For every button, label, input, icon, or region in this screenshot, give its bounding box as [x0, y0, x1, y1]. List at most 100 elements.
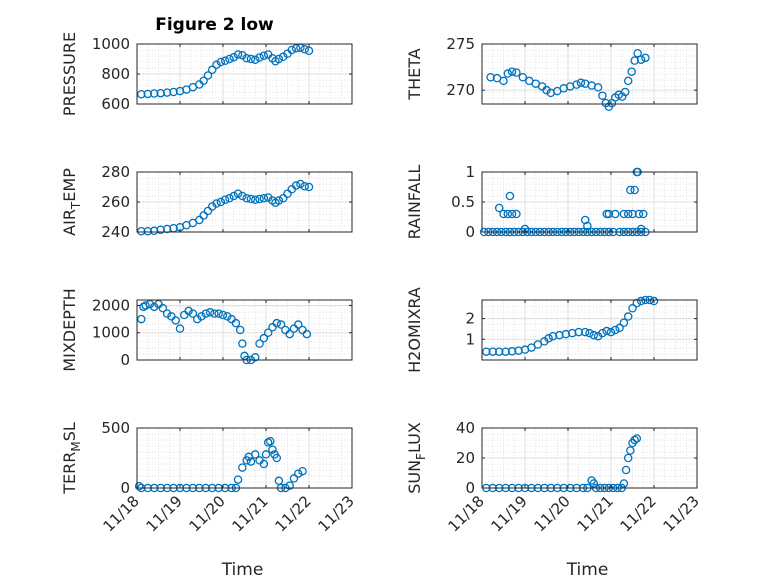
- data-point: [544, 334, 553, 343]
- data-point: [192, 314, 202, 324]
- data-point: [494, 203, 504, 213]
- data-point: [250, 55, 260, 65]
- data-point: [250, 195, 260, 204]
- data-point: [255, 53, 264, 62]
- data-point: [486, 72, 495, 82]
- data-point: [494, 347, 504, 356]
- data-point: [615, 323, 624, 333]
- data-point: [156, 225, 165, 234]
- y-axis-label: TERRMSL: [60, 422, 83, 495]
- x-tick-label: 11/20: [531, 492, 574, 535]
- data-point: [602, 326, 611, 336]
- y-tick-label: 500: [101, 419, 130, 437]
- data-point: [606, 327, 616, 337]
- data-point: [636, 224, 646, 234]
- x-axis-label: Time: [566, 560, 609, 580]
- y-tick-label: 240: [101, 223, 130, 241]
- data-point: [576, 78, 586, 88]
- data-point: [203, 71, 213, 80]
- y-tick-label: 275: [446, 35, 475, 53]
- data-point: [259, 459, 269, 469]
- axes-box: [136, 427, 353, 489]
- data-point: [641, 53, 650, 63]
- series-markers: [137, 179, 314, 236]
- data-point: [201, 309, 211, 318]
- data-point: [512, 209, 521, 219]
- data-point: [272, 318, 281, 328]
- data-point: [593, 83, 603, 92]
- data-point: [233, 475, 243, 484]
- data-point: [162, 309, 172, 318]
- data-point: [141, 301, 150, 310]
- data-point: [214, 309, 223, 318]
- data-point: [598, 328, 607, 338]
- data-point: [623, 453, 633, 463]
- data-point: [199, 76, 208, 86]
- data-point: [233, 50, 243, 59]
- data-point: [246, 54, 256, 64]
- data-point: [298, 466, 307, 476]
- y-axis-label: THETA: [405, 48, 424, 100]
- data-point: [628, 304, 637, 313]
- series-markers: [134, 436, 307, 493]
- data-point: [149, 302, 159, 312]
- y-axis-label: PRESSURE: [60, 32, 79, 116]
- data-point: [203, 206, 213, 216]
- data-point: [304, 182, 314, 192]
- x-tick-label: 11/19: [488, 492, 531, 535]
- y-tick-label: 40: [456, 419, 475, 437]
- data-point: [156, 88, 165, 98]
- data-point: [233, 189, 243, 198]
- data-point: [229, 52, 238, 62]
- data-point: [266, 436, 275, 446]
- data-point: [220, 56, 230, 66]
- data-point: [589, 479, 599, 488]
- data-point: [507, 67, 517, 76]
- data-point: [250, 450, 260, 459]
- data-point: [188, 309, 198, 318]
- data-point: [225, 54, 234, 64]
- x-tick-label: 11/21: [229, 492, 272, 535]
- data-point: [512, 68, 521, 77]
- data-point: [574, 327, 584, 337]
- data-point: [619, 209, 629, 219]
- data-point: [583, 221, 592, 231]
- series-markers: [137, 43, 314, 99]
- data-point: [649, 296, 659, 306]
- data-point: [633, 48, 642, 58]
- y-tick-label: 20: [456, 449, 475, 467]
- data-point: [263, 328, 273, 337]
- data-point: [162, 224, 172, 234]
- subplot-pressure: 600 800 1000 PRESSURE Figure 2 low: [60, 15, 353, 116]
- data-point: [634, 209, 644, 219]
- axes-box: [481, 299, 698, 361]
- data-point: [300, 181, 309, 191]
- data-point: [611, 209, 620, 219]
- data-point: [520, 224, 530, 234]
- y-tick-label: 1: [465, 163, 475, 181]
- data-point: [137, 90, 146, 99]
- subplot-mixdepth: 0 1000 2000 MIXDEPTH: [60, 288, 353, 372]
- data-point: [572, 80, 581, 89]
- data-point: [619, 318, 629, 328]
- data-point: [137, 314, 146, 324]
- y-axis-label: SUNFLUX: [405, 422, 428, 494]
- data-point: [589, 330, 599, 340]
- data-point: [503, 69, 513, 78]
- data-point: [623, 76, 633, 86]
- data-point: [143, 226, 152, 236]
- data-point: [585, 328, 594, 338]
- y-tick-label: 0: [465, 479, 475, 497]
- subplot-rainfall: 0 0.5 1 RAINFALL: [405, 163, 698, 241]
- data-point: [207, 65, 217, 75]
- data-point: [171, 316, 180, 325]
- data-point: [229, 191, 238, 201]
- data-point: [238, 191, 247, 201]
- data-point: [158, 303, 168, 313]
- subplot-air_temp: 240 260 280 AIRTEMP: [60, 163, 353, 241]
- data-point: [218, 310, 228, 320]
- data-point: [291, 181, 301, 190]
- data-point: [291, 43, 301, 53]
- y-tick-label: 800: [101, 65, 130, 83]
- data-point: [149, 89, 159, 98]
